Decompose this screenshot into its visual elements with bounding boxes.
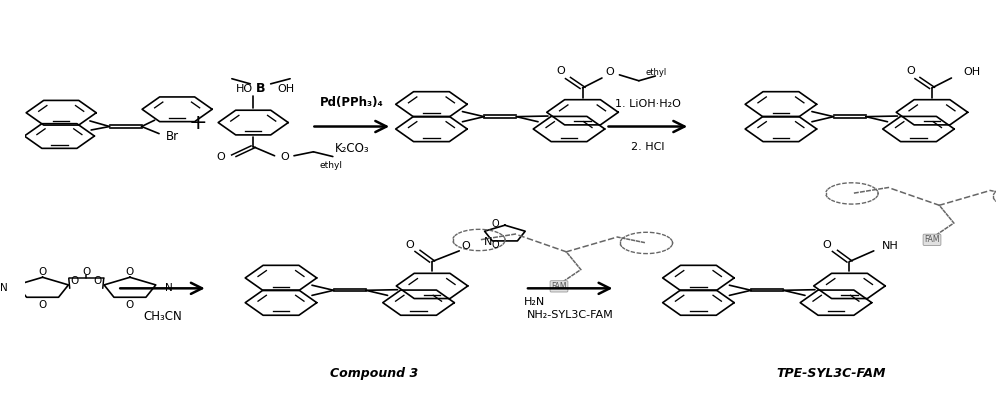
Text: FAM: FAM xyxy=(551,282,567,291)
Text: HO: HO xyxy=(236,83,253,93)
Text: OH: OH xyxy=(963,67,980,77)
Text: O: O xyxy=(405,239,414,249)
Text: N: N xyxy=(165,283,173,293)
Text: O: O xyxy=(823,239,832,249)
Text: B: B xyxy=(256,82,266,95)
Text: O: O xyxy=(38,300,47,310)
Text: ethyl: ethyl xyxy=(646,68,667,77)
Text: O: O xyxy=(217,152,226,162)
Text: O: O xyxy=(491,239,499,249)
Text: N: N xyxy=(484,237,493,247)
Text: K₂CO₃: K₂CO₃ xyxy=(334,142,369,155)
Text: FAM: FAM xyxy=(924,235,940,244)
Text: O: O xyxy=(70,276,79,286)
Text: NH₂-SYL3C-FAM: NH₂-SYL3C-FAM xyxy=(527,310,614,320)
Text: OH: OH xyxy=(277,83,295,93)
Text: CH₃CN: CH₃CN xyxy=(143,310,182,323)
Text: N: N xyxy=(0,283,8,293)
Text: O: O xyxy=(605,67,614,77)
Text: H₂N: H₂N xyxy=(524,297,545,307)
Text: O: O xyxy=(126,300,134,310)
Text: +: + xyxy=(189,112,207,133)
Text: O: O xyxy=(906,66,915,76)
Text: 2. HCl: 2. HCl xyxy=(631,142,665,152)
Text: O: O xyxy=(491,219,499,229)
Text: Br: Br xyxy=(166,130,179,143)
Text: ethyl: ethyl xyxy=(319,161,342,170)
Text: TPE-SYL3C-FAM: TPE-SYL3C-FAM xyxy=(776,367,886,380)
Text: NH: NH xyxy=(882,241,898,251)
Text: 1. LiOH·H₂O: 1. LiOH·H₂O xyxy=(615,99,681,109)
Text: O: O xyxy=(280,152,289,162)
Text: O: O xyxy=(82,267,90,277)
Text: O: O xyxy=(94,276,102,286)
Text: O: O xyxy=(38,267,47,277)
Text: Compound 3: Compound 3 xyxy=(330,367,419,380)
Text: O: O xyxy=(126,267,134,277)
Text: O: O xyxy=(462,241,470,251)
Text: Pd(PPh₃)₄: Pd(PPh₃)₄ xyxy=(320,96,384,109)
Text: O: O xyxy=(557,66,566,76)
